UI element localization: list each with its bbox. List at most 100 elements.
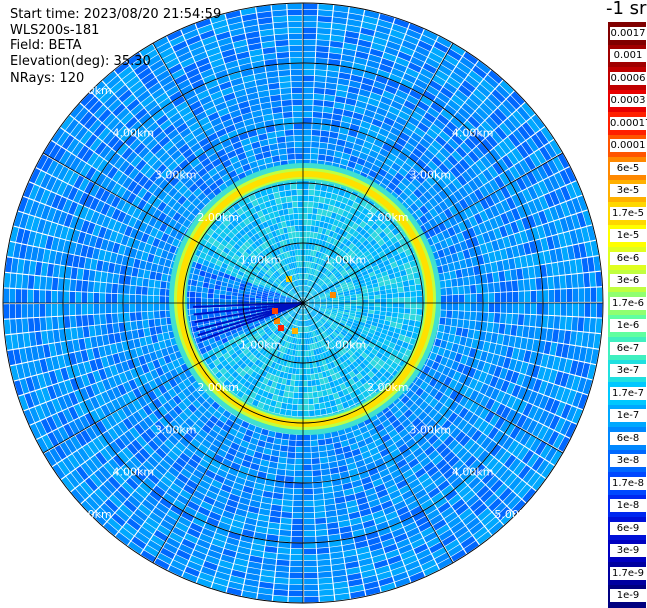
range-gate xyxy=(131,321,137,330)
range-gate xyxy=(322,113,332,120)
range-gate xyxy=(64,279,70,291)
range-gate xyxy=(417,303,423,309)
range-gate xyxy=(334,582,348,589)
range-gate xyxy=(88,315,94,326)
range-gate xyxy=(440,310,446,317)
range-gate xyxy=(94,314,100,324)
range-gate xyxy=(303,58,315,64)
range-gate xyxy=(4,320,11,335)
range-gate xyxy=(296,435,303,441)
range-gate xyxy=(339,465,348,472)
range-gate xyxy=(190,286,196,292)
range-gate xyxy=(278,548,290,554)
range-gate xyxy=(261,145,270,152)
range-gate xyxy=(137,321,143,330)
range-gate xyxy=(333,108,343,115)
range-gate xyxy=(318,439,325,445)
range-gate xyxy=(262,41,275,48)
range-gate xyxy=(392,312,398,317)
range-gate xyxy=(292,531,303,537)
range-gate xyxy=(497,334,504,345)
range-gate xyxy=(190,315,196,321)
range-gate xyxy=(333,11,348,18)
range-gate xyxy=(221,286,227,291)
range-gate xyxy=(332,564,345,571)
range-gate xyxy=(391,317,397,322)
range-gate xyxy=(94,282,100,292)
range-gate xyxy=(405,303,411,308)
range-gate xyxy=(311,148,319,154)
range-gate xyxy=(339,520,351,527)
range-gate xyxy=(64,291,70,303)
range-gate xyxy=(298,208,303,214)
range-gate xyxy=(303,202,308,208)
range-gate xyxy=(96,336,103,347)
range-gate xyxy=(287,227,292,233)
range-gate xyxy=(292,232,296,238)
range-gate xyxy=(258,17,272,24)
range-gate xyxy=(333,576,347,583)
range-gate xyxy=(88,281,94,292)
range-gate xyxy=(216,280,222,285)
range-gate xyxy=(503,335,510,346)
range-gate xyxy=(303,381,307,387)
range-gate xyxy=(357,303,362,306)
range-gate xyxy=(71,267,78,279)
range-gate xyxy=(142,295,148,303)
range-gate xyxy=(308,202,313,208)
range-gate xyxy=(303,375,307,380)
range-gate xyxy=(268,138,277,145)
range-gate xyxy=(337,459,346,466)
range-gate xyxy=(578,317,584,331)
range-gate xyxy=(325,89,336,96)
range-gate xyxy=(326,510,337,517)
range-gate xyxy=(132,330,139,339)
range-gate xyxy=(537,303,543,315)
range-gate xyxy=(160,296,166,303)
range-gate xyxy=(321,469,330,475)
range-gate xyxy=(465,338,472,347)
range-gate xyxy=(290,573,303,579)
range-gate xyxy=(165,339,172,347)
range-gate xyxy=(288,10,302,16)
range-gate xyxy=(309,356,312,362)
range-gate xyxy=(292,410,298,416)
range-gate xyxy=(53,265,60,278)
range-gate xyxy=(280,154,288,160)
range-gate xyxy=(440,340,447,348)
range-gate xyxy=(238,296,244,299)
range-gate xyxy=(304,483,313,489)
range-gate xyxy=(290,220,295,226)
range-gate xyxy=(330,552,343,559)
range-gate xyxy=(303,130,311,136)
range-gate xyxy=(10,319,17,333)
range-gate xyxy=(448,334,455,342)
range-gate xyxy=(40,290,46,303)
range-gate xyxy=(329,199,335,206)
range-gate xyxy=(282,397,288,403)
range-gate xyxy=(273,16,287,22)
range-gate xyxy=(317,548,329,554)
range-gate xyxy=(46,291,52,303)
range-gate xyxy=(460,337,467,346)
range-gate xyxy=(269,462,278,469)
range-gate xyxy=(319,142,327,148)
range-gate xyxy=(264,552,277,559)
range-gate xyxy=(312,386,317,392)
range-gate xyxy=(369,306,375,310)
range-gate xyxy=(95,325,102,336)
range-gate xyxy=(277,463,286,469)
range-gate xyxy=(102,262,109,273)
range-gate xyxy=(294,124,303,130)
range-gate xyxy=(299,387,303,392)
range-gate xyxy=(315,76,326,82)
range-gate xyxy=(304,441,311,447)
range-gate xyxy=(294,130,302,136)
range-gate xyxy=(282,433,289,439)
range-gate xyxy=(487,322,494,332)
range-gate xyxy=(291,226,295,232)
range-gate xyxy=(303,184,309,190)
range-gate xyxy=(22,289,28,303)
range-gate xyxy=(597,303,603,317)
range-gate xyxy=(273,590,287,596)
